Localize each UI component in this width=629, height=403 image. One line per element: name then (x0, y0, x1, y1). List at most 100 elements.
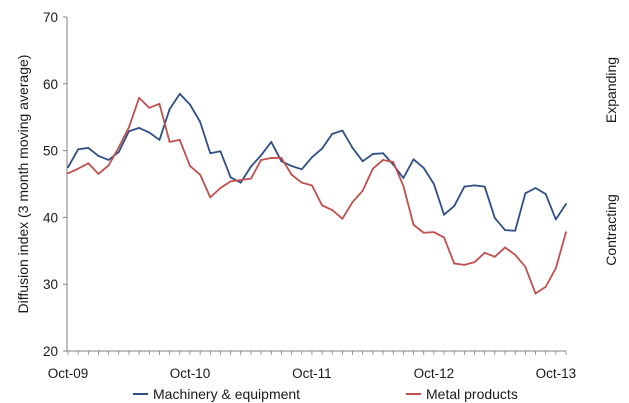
data-point (158, 102, 161, 105)
data-point (372, 153, 374, 155)
data-point (493, 217, 496, 219)
data-point (361, 189, 364, 192)
data-point (412, 158, 415, 161)
data-point (422, 231, 425, 234)
y-tick-label: 70 (43, 10, 58, 25)
data-point (97, 173, 100, 175)
x-tick-label: Oct-10 (170, 366, 211, 381)
data-point (67, 166, 69, 169)
data-point (382, 159, 384, 161)
data-point (524, 192, 527, 195)
series-line-machinery (67, 92, 567, 232)
data-point (158, 139, 161, 141)
data-point (138, 126, 141, 129)
data-point (453, 262, 456, 265)
y-tick-label: 40 (43, 210, 58, 225)
x-tick-label: Oct-11 (292, 366, 332, 381)
data-point (178, 139, 181, 141)
data-point (321, 204, 323, 207)
data-point (544, 285, 547, 288)
data-point (97, 155, 100, 157)
data-point (443, 213, 445, 216)
data-point (229, 180, 232, 183)
data-point (87, 162, 90, 165)
y-tick-label: 50 (43, 144, 58, 159)
data-point (483, 251, 486, 254)
data-point (534, 187, 537, 189)
data-point (168, 141, 171, 143)
data-point (524, 265, 527, 268)
legend-label-metal: Metal products (426, 386, 518, 402)
axes (66, 17, 566, 352)
legend: Machinery & equipment Metal products (133, 386, 518, 402)
data-point (331, 209, 334, 211)
data-point (402, 185, 405, 187)
series-line-metal (67, 96, 567, 295)
data-point (351, 147, 354, 149)
data-point (382, 152, 384, 155)
data-point (392, 161, 395, 163)
legend-label-machinery: Machinery & equipment (153, 386, 300, 402)
data-point (280, 160, 283, 163)
data-point (565, 203, 567, 205)
data-point (290, 173, 293, 176)
data-point (107, 159, 110, 161)
data-point (565, 231, 567, 234)
data-point (412, 223, 415, 226)
data-point (311, 184, 313, 187)
data-point (504, 229, 506, 231)
data-point (77, 167, 80, 170)
data-point (239, 181, 242, 184)
x-tick-label: Oct-12 (414, 366, 455, 381)
y-tick-label: 60 (43, 77, 58, 92)
data-point (239, 179, 242, 181)
data-point (168, 108, 171, 111)
data-point (534, 292, 537, 295)
series-layer (67, 92, 567, 295)
data-point (514, 253, 517, 256)
x-tick-label: Oct-13 (536, 366, 577, 381)
data-point (280, 157, 283, 159)
data-point (463, 263, 466, 266)
zone-label-contracting: Contracting (603, 194, 619, 266)
data-point (270, 141, 273, 143)
data-point (473, 184, 476, 187)
data-point (219, 150, 222, 153)
y-ticks: 20 30 40 50 60 70 (43, 10, 67, 359)
data-point (229, 176, 232, 179)
data-point (331, 133, 334, 135)
data-point (199, 120, 202, 123)
data-point (87, 147, 90, 149)
data-point (311, 156, 313, 159)
data-point (290, 165, 293, 167)
data-point (189, 103, 191, 106)
data-point (321, 147, 323, 150)
data-point (117, 151, 120, 153)
data-point (260, 154, 262, 157)
data-point (250, 165, 252, 168)
data-point (422, 167, 425, 169)
x-tick-label: Oct-09 (48, 366, 89, 381)
data-point (128, 130, 130, 133)
data-point (514, 229, 517, 232)
data-point (178, 92, 181, 95)
data-point (504, 246, 506, 249)
data-point (209, 196, 212, 199)
data-point (432, 183, 435, 185)
data-point (300, 181, 303, 184)
data-point (189, 165, 191, 167)
data-point (128, 126, 130, 129)
data-point (148, 106, 151, 109)
data-point (473, 261, 476, 264)
data-point (554, 218, 557, 221)
data-point (554, 267, 557, 270)
data-point (138, 96, 141, 99)
data-point (453, 205, 456, 207)
zone-label-expanding: Expanding (603, 57, 619, 123)
y-axis-title: Diffusion index (3 month moving average) (15, 55, 31, 314)
data-point (107, 164, 110, 167)
data-point (117, 146, 120, 149)
data-point (270, 157, 273, 159)
data-point (199, 173, 202, 176)
